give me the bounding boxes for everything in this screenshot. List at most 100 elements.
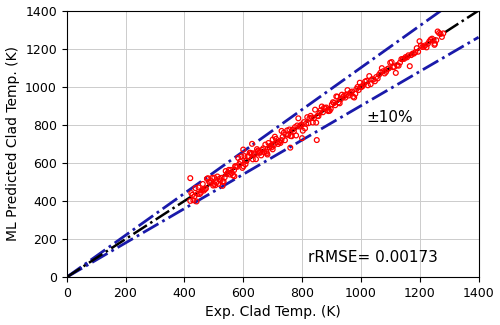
Point bbox=[426, 39, 434, 44]
Point bbox=[202, 186, 210, 191]
Point bbox=[255, 150, 263, 155]
Point bbox=[278, 128, 285, 134]
Point bbox=[248, 151, 256, 156]
Point bbox=[212, 183, 220, 188]
Point bbox=[280, 130, 288, 135]
Point bbox=[304, 121, 312, 126]
Point bbox=[290, 129, 298, 134]
Point bbox=[282, 132, 290, 137]
Point bbox=[257, 153, 265, 158]
Point bbox=[416, 39, 424, 44]
Point bbox=[242, 158, 250, 163]
Point bbox=[314, 113, 322, 119]
Point bbox=[233, 164, 241, 169]
Point bbox=[220, 179, 228, 184]
Text: rRMSE= 0.00173: rRMSE= 0.00173 bbox=[308, 250, 438, 265]
Point bbox=[422, 45, 430, 50]
Point bbox=[268, 145, 276, 150]
Point bbox=[210, 181, 218, 187]
Point bbox=[262, 142, 270, 147]
Point bbox=[435, 31, 443, 36]
Point bbox=[220, 175, 228, 180]
Point bbox=[404, 53, 412, 58]
Point bbox=[356, 80, 364, 85]
Point bbox=[263, 151, 271, 156]
Point bbox=[281, 138, 289, 143]
Point bbox=[424, 41, 432, 46]
Point bbox=[337, 97, 345, 102]
Point bbox=[357, 84, 365, 89]
Point bbox=[239, 147, 247, 152]
Point bbox=[306, 116, 314, 121]
Point bbox=[278, 137, 285, 143]
Text: ±10%: ±10% bbox=[367, 110, 414, 125]
Point bbox=[270, 143, 278, 148]
Point bbox=[292, 133, 300, 138]
Point bbox=[230, 174, 238, 179]
Point bbox=[276, 139, 283, 145]
Point bbox=[234, 155, 242, 161]
Point bbox=[228, 170, 236, 176]
Point bbox=[361, 79, 369, 84]
Point bbox=[253, 147, 261, 152]
Point bbox=[271, 134, 279, 139]
Point bbox=[296, 123, 304, 128]
Point bbox=[207, 178, 215, 184]
Point bbox=[256, 150, 264, 155]
Point bbox=[201, 187, 209, 192]
Point bbox=[244, 154, 252, 159]
Y-axis label: ML Predicted Clad Temp. (K): ML Predicted Clad Temp. (K) bbox=[6, 46, 20, 241]
Point bbox=[326, 106, 334, 111]
Point bbox=[230, 168, 238, 173]
Point bbox=[244, 154, 252, 159]
Point bbox=[407, 53, 415, 58]
Point bbox=[224, 170, 232, 176]
Point bbox=[368, 77, 376, 82]
Point bbox=[274, 141, 282, 147]
Point bbox=[214, 181, 222, 187]
Point bbox=[306, 113, 314, 118]
Point bbox=[266, 143, 274, 148]
Point bbox=[399, 57, 407, 62]
Point bbox=[296, 124, 304, 129]
Point bbox=[194, 191, 202, 197]
Point bbox=[432, 38, 440, 43]
Point bbox=[313, 137, 321, 143]
Point bbox=[206, 180, 214, 186]
Point bbox=[288, 134, 296, 139]
Point bbox=[382, 69, 390, 74]
Point bbox=[321, 106, 329, 111]
Point bbox=[196, 190, 204, 195]
Point bbox=[286, 145, 294, 150]
Point bbox=[231, 163, 239, 169]
Point bbox=[254, 148, 262, 153]
Point bbox=[326, 108, 334, 113]
Point bbox=[374, 76, 382, 81]
Point bbox=[370, 77, 378, 82]
Point bbox=[406, 64, 414, 69]
Point bbox=[286, 133, 294, 138]
Point bbox=[394, 63, 402, 68]
Point bbox=[190, 198, 198, 203]
Point bbox=[218, 183, 226, 188]
Point bbox=[214, 174, 222, 179]
Point bbox=[276, 140, 284, 146]
Point bbox=[334, 94, 342, 99]
Point bbox=[300, 120, 308, 125]
Point bbox=[216, 178, 224, 183]
Point bbox=[238, 154, 246, 159]
Point bbox=[366, 82, 374, 87]
Point bbox=[420, 44, 428, 49]
Point bbox=[308, 115, 316, 120]
Point bbox=[366, 73, 374, 79]
Point bbox=[349, 94, 357, 99]
Point bbox=[190, 194, 198, 199]
Point bbox=[312, 120, 320, 125]
Point bbox=[212, 180, 220, 185]
Point bbox=[342, 92, 350, 97]
Point bbox=[192, 199, 200, 204]
Point bbox=[264, 140, 272, 146]
Point bbox=[380, 71, 388, 76]
Point bbox=[293, 123, 301, 128]
Point bbox=[309, 120, 317, 125]
